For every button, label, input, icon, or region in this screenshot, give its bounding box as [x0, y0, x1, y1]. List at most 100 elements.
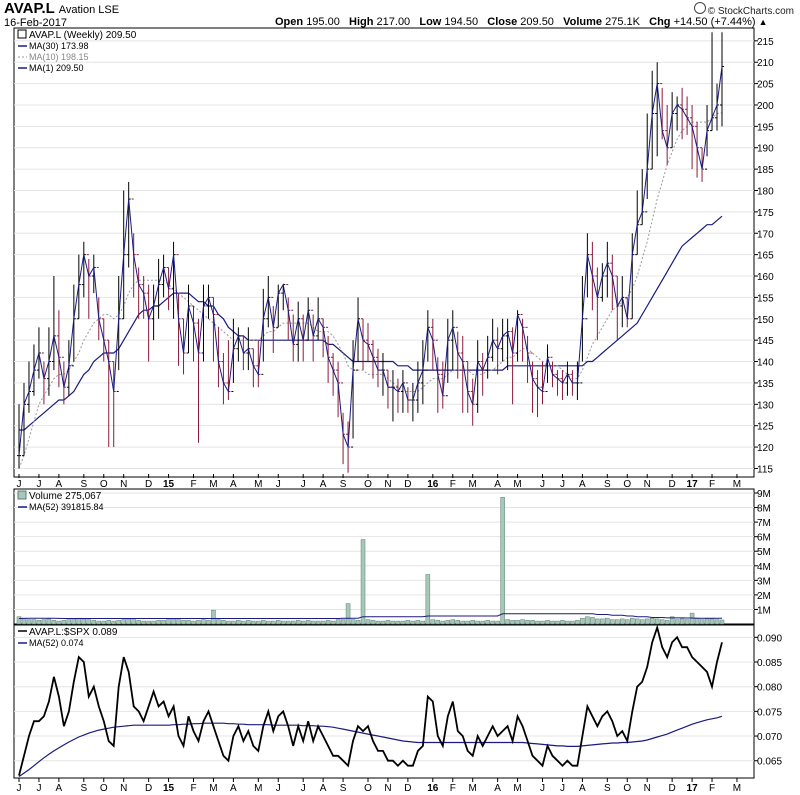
volume-bar [550, 620, 555, 625]
volume-bar [166, 619, 171, 625]
volume-bar [216, 619, 221, 625]
high-label: High [349, 16, 374, 28]
volume-tick-label: 1M [757, 605, 771, 616]
volume-label: Volume [563, 16, 603, 28]
open-value: 195.00 [306, 16, 340, 28]
volume-bar [719, 619, 725, 625]
volume-bar [510, 620, 515, 625]
price-tick-label: 160 [757, 272, 774, 283]
time-tick-label: F [450, 479, 456, 490]
price-axis: 115 120 125 130 135 140 145 150 155 160 165 170 175 1… [754, 37, 774, 475]
volume-bar [375, 620, 381, 625]
time-tick-label: A [320, 783, 327, 794]
volume-bar [305, 620, 311, 625]
price-tick-label: 170 [757, 229, 774, 240]
price-tick-label: 215 [757, 37, 774, 48]
volume-bar [56, 620, 62, 625]
ratio-panel-frame [13, 624, 755, 779]
stockcharts-logo[interactable]: © StockCharts.com [693, 2, 794, 17]
volume-bar [320, 620, 326, 625]
chg-label: Chg [649, 16, 671, 28]
ratio-legend-ma: MA(52) 0.074 [29, 638, 84, 648]
time-tick-label: N [120, 783, 127, 794]
price-tick-label: 185 [757, 165, 774, 176]
time-tick-label: J [276, 479, 281, 490]
volume-bar [490, 620, 495, 625]
time-tick-label: 16 [427, 479, 439, 490]
volume-bar [520, 619, 525, 625]
time-tick-label: S [340, 783, 347, 794]
time-tick-label: F [450, 783, 456, 794]
volume-bar [360, 539, 366, 625]
volume-bar [465, 620, 470, 625]
time-tick-label: S [604, 479, 611, 490]
ratio-legend: AVAP.L:$SPX 0.089 MA(52) 0.074 [18, 627, 118, 648]
time-tick-label: J [17, 479, 22, 490]
price-tick-label: 180 [757, 186, 774, 197]
price-tick-label: 125 [757, 422, 774, 433]
volume-tick-label: 2M [757, 591, 771, 602]
volume-bar [261, 620, 266, 625]
volume-bar [630, 617, 635, 625]
volume-bar [300, 620, 306, 625]
volume-bar [440, 620, 446, 625]
volume-bar [380, 620, 386, 625]
price-tick-label: 115 [757, 464, 773, 475]
time-tick-label: A [494, 479, 501, 490]
volume-bar [141, 620, 146, 625]
volume-bar [370, 620, 376, 625]
time-tick-label: A [230, 479, 237, 490]
time-tick-label: J [540, 479, 545, 490]
volume-bar [470, 620, 475, 625]
volume-grid [14, 492, 754, 610]
volume-bar [186, 620, 191, 625]
volume-bar [669, 616, 675, 625]
volume-bar [221, 620, 226, 625]
symbol-text: AVAP.L [4, 0, 55, 17]
volume-bar [161, 620, 166, 625]
time-tick-label: D [145, 479, 152, 490]
price-tick-label: 140 [757, 358, 774, 369]
volume-bar [330, 620, 336, 625]
volume-bar [116, 620, 121, 625]
price-tick-label: 200 [757, 101, 774, 112]
time-tick-label: F [190, 783, 196, 794]
volume-bar [620, 618, 625, 625]
time-tick-label: A [56, 783, 63, 794]
volume-bar [540, 620, 545, 625]
volume-bar [450, 619, 456, 625]
time-tick-label: 17 [687, 479, 699, 490]
volume-bar [610, 619, 615, 625]
volume-bar [61, 620, 67, 625]
volume-bar [679, 618, 685, 625]
volume-bar [46, 618, 52, 625]
time-tick-label: 16 [427, 783, 439, 794]
time-tick-label: D [404, 783, 411, 794]
volume-bar [420, 620, 426, 625]
time-tick-label: S [604, 783, 611, 794]
price-legend-ma1: MA(1) 209.50 [29, 63, 84, 73]
volume-bar [206, 620, 211, 625]
volume-bar [605, 617, 610, 625]
volume-bar [325, 620, 331, 625]
volume-bar [315, 620, 321, 625]
time-tick-label: F [709, 783, 715, 794]
time-tick-label: J [36, 783, 41, 794]
volume-bar [644, 618, 650, 625]
price-tick-label: 210 [757, 58, 774, 69]
volume-bar [425, 574, 431, 625]
volume-bar [659, 619, 665, 625]
low-label: Low [419, 16, 442, 28]
volume-bar [709, 618, 715, 625]
volume-bar [41, 619, 47, 625]
volume-bar [485, 620, 490, 625]
price-tick-label: 195 [757, 122, 774, 133]
volume-bar [355, 620, 361, 625]
volume-bar [704, 618, 710, 625]
volume-bar [51, 620, 57, 625]
volume-bar [555, 620, 560, 625]
time-tick-label: M [513, 783, 521, 794]
time-tick-label: J [560, 479, 565, 490]
volume-bar [16, 616, 22, 625]
